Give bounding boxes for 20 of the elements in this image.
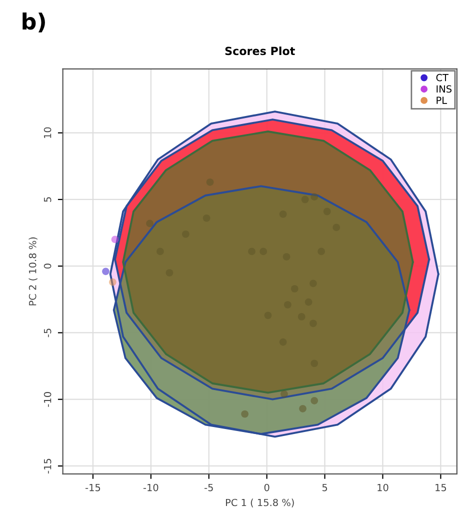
x-tick-label: -10 [143, 484, 158, 492]
chart-title: Scores Plot [225, 46, 295, 56]
y-tick-label: 10 [44, 127, 52, 138]
legend-label: INS [436, 85, 452, 93]
y-tick-label: -10 [44, 392, 52, 407]
x-tick-label: 15 [436, 484, 446, 492]
legend-label: CT [436, 74, 448, 82]
y-tick-label: 0 [44, 264, 52, 269]
x-tick-label: -15 [86, 484, 100, 492]
x-tick-label: 5 [322, 484, 328, 492]
x-tick-label: -5 [204, 484, 213, 492]
legend-label: PL [436, 96, 447, 104]
x-tick-label: 0 [264, 484, 270, 492]
x-tick-label: 10 [378, 484, 388, 492]
text: b) [22, 12, 45, 32]
y-tick-label: -5 [44, 328, 52, 338]
y-tick-label: -15 [44, 458, 52, 474]
y-tick-label: 5 [44, 197, 52, 202]
y-axis-title: PC 2 ( 10.8 %) [28, 237, 38, 306]
x-axis-title: PC 1 ( 15.8 %) [226, 498, 294, 508]
